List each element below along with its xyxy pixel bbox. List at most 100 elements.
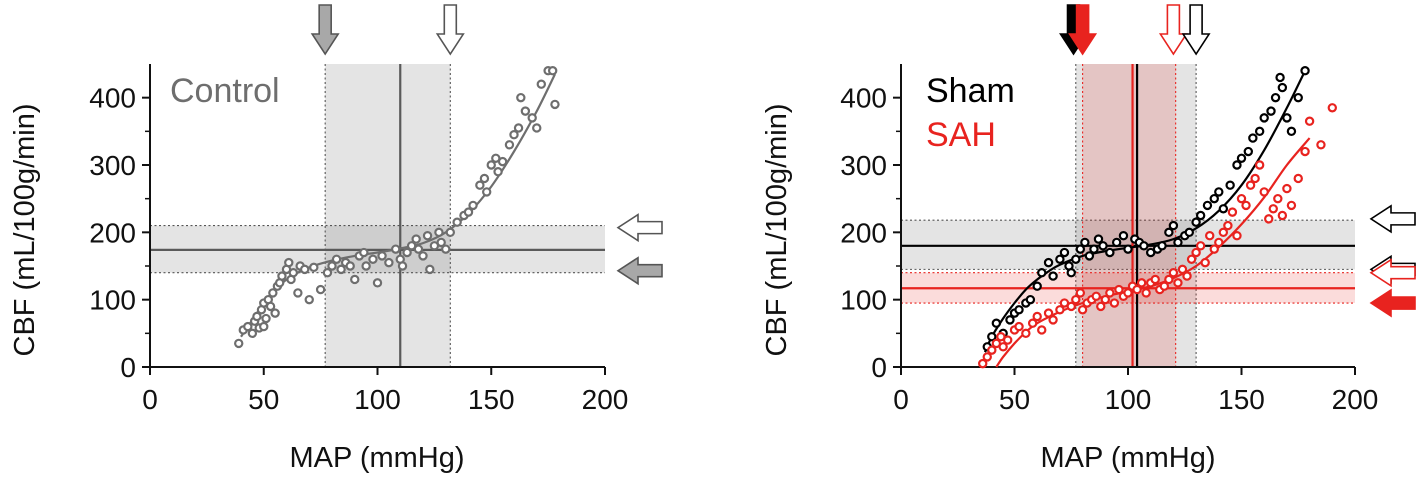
control-control-point-28 — [322, 268, 333, 278]
sham_sah-sah-point-0 — [978, 358, 988, 369]
control-control-point-24 — [300, 264, 310, 275]
control-control-point-26 — [309, 262, 319, 273]
sham_sah-y-tick-label-2: 200 — [840, 217, 887, 248]
sham_sah-top-arrow-2 — [1158, 4, 1188, 56]
sham-sah-arrows — [1059, 4, 1416, 318]
control-top-arrow-0 — [310, 4, 340, 56]
sham_sah-sham-point-2 — [991, 318, 1002, 328]
sham_sah-sham-point-1 — [987, 332, 997, 342]
sham-sah-points — [978, 66, 1338, 369]
control-control-point-50 — [422, 230, 433, 241]
sham_sah-sham-point-39 — [1191, 217, 1201, 227]
sham_sah-sah-point-45 — [1191, 247, 1201, 258]
sham_sah-sah-point-34 — [1141, 288, 1151, 298]
control-control-point-61 — [475, 180, 485, 190]
sham_sah-sham-point-56 — [1282, 113, 1292, 123]
sham_sah-sah-point-32 — [1132, 284, 1142, 295]
control-y-tick-label-0: 0 — [120, 352, 136, 383]
sham_sah-sham-point-4 — [1005, 315, 1015, 325]
control-control-point-5 — [252, 311, 262, 322]
control-control-point-51 — [425, 264, 435, 275]
sham-sah-panel: 0 50 100 150 200 0 100 200 300 400 MAP (mmHg) CBF… — [761, 4, 1416, 474]
control-y-tick-label-1: 100 — [89, 285, 136, 316]
sham_sah-sah-point-24 — [1096, 301, 1106, 312]
control-control-point-57 — [452, 217, 462, 227]
sham_sah-sham-point-51 — [1259, 113, 1269, 123]
control-control-point-74 — [532, 123, 542, 133]
control-control-point-37 — [361, 261, 371, 271]
sham_sah-sah-point-15 — [1055, 305, 1065, 315]
sham_sah-y-tick-label-4: 400 — [840, 83, 887, 114]
sham_sah-sah-point-20 — [1077, 305, 1088, 315]
sham_sah-sham-point-9 — [1032, 281, 1042, 291]
sham_sah-sham-point-53 — [1270, 92, 1281, 103]
sham_sah-sah-point-5 — [998, 342, 1008, 352]
control-control-point-49 — [418, 251, 428, 261]
control-axes: 0 50 100 150 200 0 100 200 300 400 — [89, 64, 628, 415]
sham_sah-sah-point-71 — [1327, 103, 1338, 113]
sham_sah-sah-point-8 — [1014, 321, 1024, 332]
sham_sah-sah-point-28 — [1114, 284, 1124, 295]
control-control-point-14 — [270, 308, 280, 318]
sham_sah-sham-point-57 — [1286, 126, 1297, 137]
sham_sah-sah-point-42 — [1177, 264, 1188, 275]
sham_sah-sah-point-49 — [1209, 244, 1219, 254]
sham_sah-sham-point-36 — [1173, 237, 1183, 248]
sham-sah-x-axis-label: MAP (mmHg) — [1040, 442, 1215, 474]
control-control-point-40 — [377, 251, 387, 261]
control-top-arrow-1 — [435, 4, 465, 56]
sham_sah-sah-point-27 — [1109, 298, 1120, 308]
control-control-point-27 — [315, 284, 326, 295]
sham_sah-sah-point-70 — [1316, 140, 1326, 150]
control-y-axis-label: CBF (mL/100g/min) — [9, 103, 41, 356]
sham_sah-sham-point-24 — [1105, 247, 1115, 258]
sham_sah-sham-point-26 — [1118, 230, 1129, 241]
sham_sah-sah-point-65 — [1282, 183, 1292, 194]
sham_sah-sah-point-38 — [1159, 281, 1170, 291]
control-x-tick-label-1: 50 — [248, 384, 279, 415]
sham_sah-sah-point-62 — [1268, 204, 1278, 214]
sham_sah-sham-point-18 — [1075, 244, 1086, 254]
sham_sah-sham-point-43 — [1214, 187, 1224, 197]
sham_sah-side-arrow-4 — [1369, 204, 1416, 234]
sham_sah-sah-point-36 — [1150, 274, 1160, 285]
sham_sah-sham-point-42 — [1209, 193, 1219, 204]
sham-sah-axes: 0 50 100 150 200 0 100 200 300 400 — [840, 64, 1378, 415]
sham_sah-sah-point-2 — [987, 345, 997, 355]
control-points — [234, 66, 560, 349]
sham_sah-sah-point-55 — [1236, 193, 1247, 204]
control-arrows — [310, 4, 663, 286]
control-side-arrow-2 — [616, 213, 663, 243]
control-control-point-34 — [350, 274, 360, 285]
control-control-point-72 — [520, 106, 531, 116]
sham_sah-sah-point-6 — [1002, 335, 1013, 345]
sham_sah-sham-point-27 — [1123, 244, 1133, 254]
control-control-point-44 — [397, 261, 408, 271]
sham_sah-sah-point-12 — [1037, 325, 1047, 335]
sham_sah-sham-point-58 — [1293, 92, 1303, 103]
sham_sah-sham-point-52 — [1266, 106, 1276, 116]
control-side-arrow-3 — [616, 256, 663, 286]
sham_sah-sah-point-58 — [1250, 173, 1260, 184]
control-control-point-78 — [550, 99, 560, 110]
sham_sah-sah-point-48 — [1205, 230, 1215, 241]
control-panel: 0 50 100 150 200 0 100 200 300 400 MAP (mmHg) CBF… — [9, 4, 663, 474]
control-control-point-9 — [259, 321, 269, 332]
sham_sah-sham-point-14 — [1059, 247, 1070, 258]
sham_sah-sah-point-19 — [1075, 288, 1086, 298]
sham_sah-sham-point-23 — [1098, 241, 1108, 251]
sham_sah-sah-point-61 — [1264, 214, 1274, 224]
control-control-map-band — [325, 64, 451, 367]
sham_sah-sham-point-22 — [1093, 234, 1104, 244]
sham_sah-sah-point-17 — [1066, 301, 1076, 312]
sham_sah-sah-point-53 — [1227, 207, 1238, 217]
sham_sah-sah-point-54 — [1232, 230, 1242, 241]
control-control-point-2 — [243, 321, 253, 332]
sham_sah-sham-point-49 — [1248, 133, 1258, 143]
control-control-point-45 — [402, 247, 412, 258]
control-control-point-70 — [513, 123, 524, 133]
control-x-axis-label: MAP (mmHg) — [289, 442, 464, 474]
sham_sah-sham-point-59 — [1300, 66, 1310, 76]
sham_sah-x-tick-label-1: 50 — [999, 384, 1030, 415]
